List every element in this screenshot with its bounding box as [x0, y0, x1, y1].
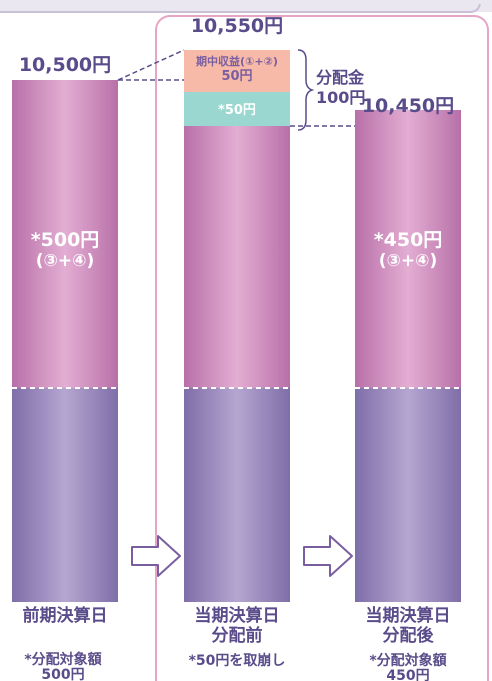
note-0-0: *分配対象額: [24, 651, 101, 668]
total-label-0: 10,500円: [19, 54, 111, 76]
bar-main-sublabel-0: (③+④): [36, 251, 95, 271]
distribution-value: 100円: [316, 88, 365, 107]
distribution-brace: [297, 49, 315, 131]
note-2-1: 450円: [386, 668, 429, 681]
bar-main-2: [355, 110, 461, 388]
category-label-2-0: 当期決算日: [366, 605, 451, 626]
income-value-label: 50円: [221, 69, 252, 84]
bar-income-segment: [184, 50, 290, 92]
bar-main-1: [184, 110, 290, 388]
arrow-1: [131, 535, 181, 577]
category-label-0-0: 前期決算日: [23, 605, 108, 626]
category-label-2-1: 分配後: [383, 625, 435, 646]
bar-base-1: [184, 388, 290, 602]
bar-base-0: [12, 388, 118, 602]
bar-base-2: [355, 388, 461, 602]
highlight-frame: [155, 15, 489, 681]
top-band-edge: [0, 3, 481, 13]
bar-main-label-0: *500円: [31, 229, 100, 251]
bar-main-0: [12, 80, 118, 388]
note-0-1: 500円: [41, 667, 84, 681]
connector-0: [117, 49, 185, 81]
arrow-2: [303, 535, 353, 577]
category-label-1-0: 当期決算日: [195, 605, 280, 626]
total-label-1: 10,550円: [191, 15, 283, 37]
bar-main-sublabel-2: (③+④): [379, 251, 438, 271]
reversal-label: *50円: [218, 103, 256, 118]
bar-main-label-2: *450円: [374, 229, 443, 251]
note-2-0: *分配対象額: [369, 652, 446, 669]
total-label-2: 10,450円: [362, 95, 454, 117]
bar-reversal-segment: [184, 92, 290, 126]
note-1-0: *50円を取崩し: [189, 652, 286, 669]
top-band: [0, 0, 492, 12]
income-label: 期中収益(①+②): [196, 54, 278, 68]
distribution-label: 分配金: [316, 68, 365, 87]
category-label-1-1: 分配前: [212, 625, 263, 646]
